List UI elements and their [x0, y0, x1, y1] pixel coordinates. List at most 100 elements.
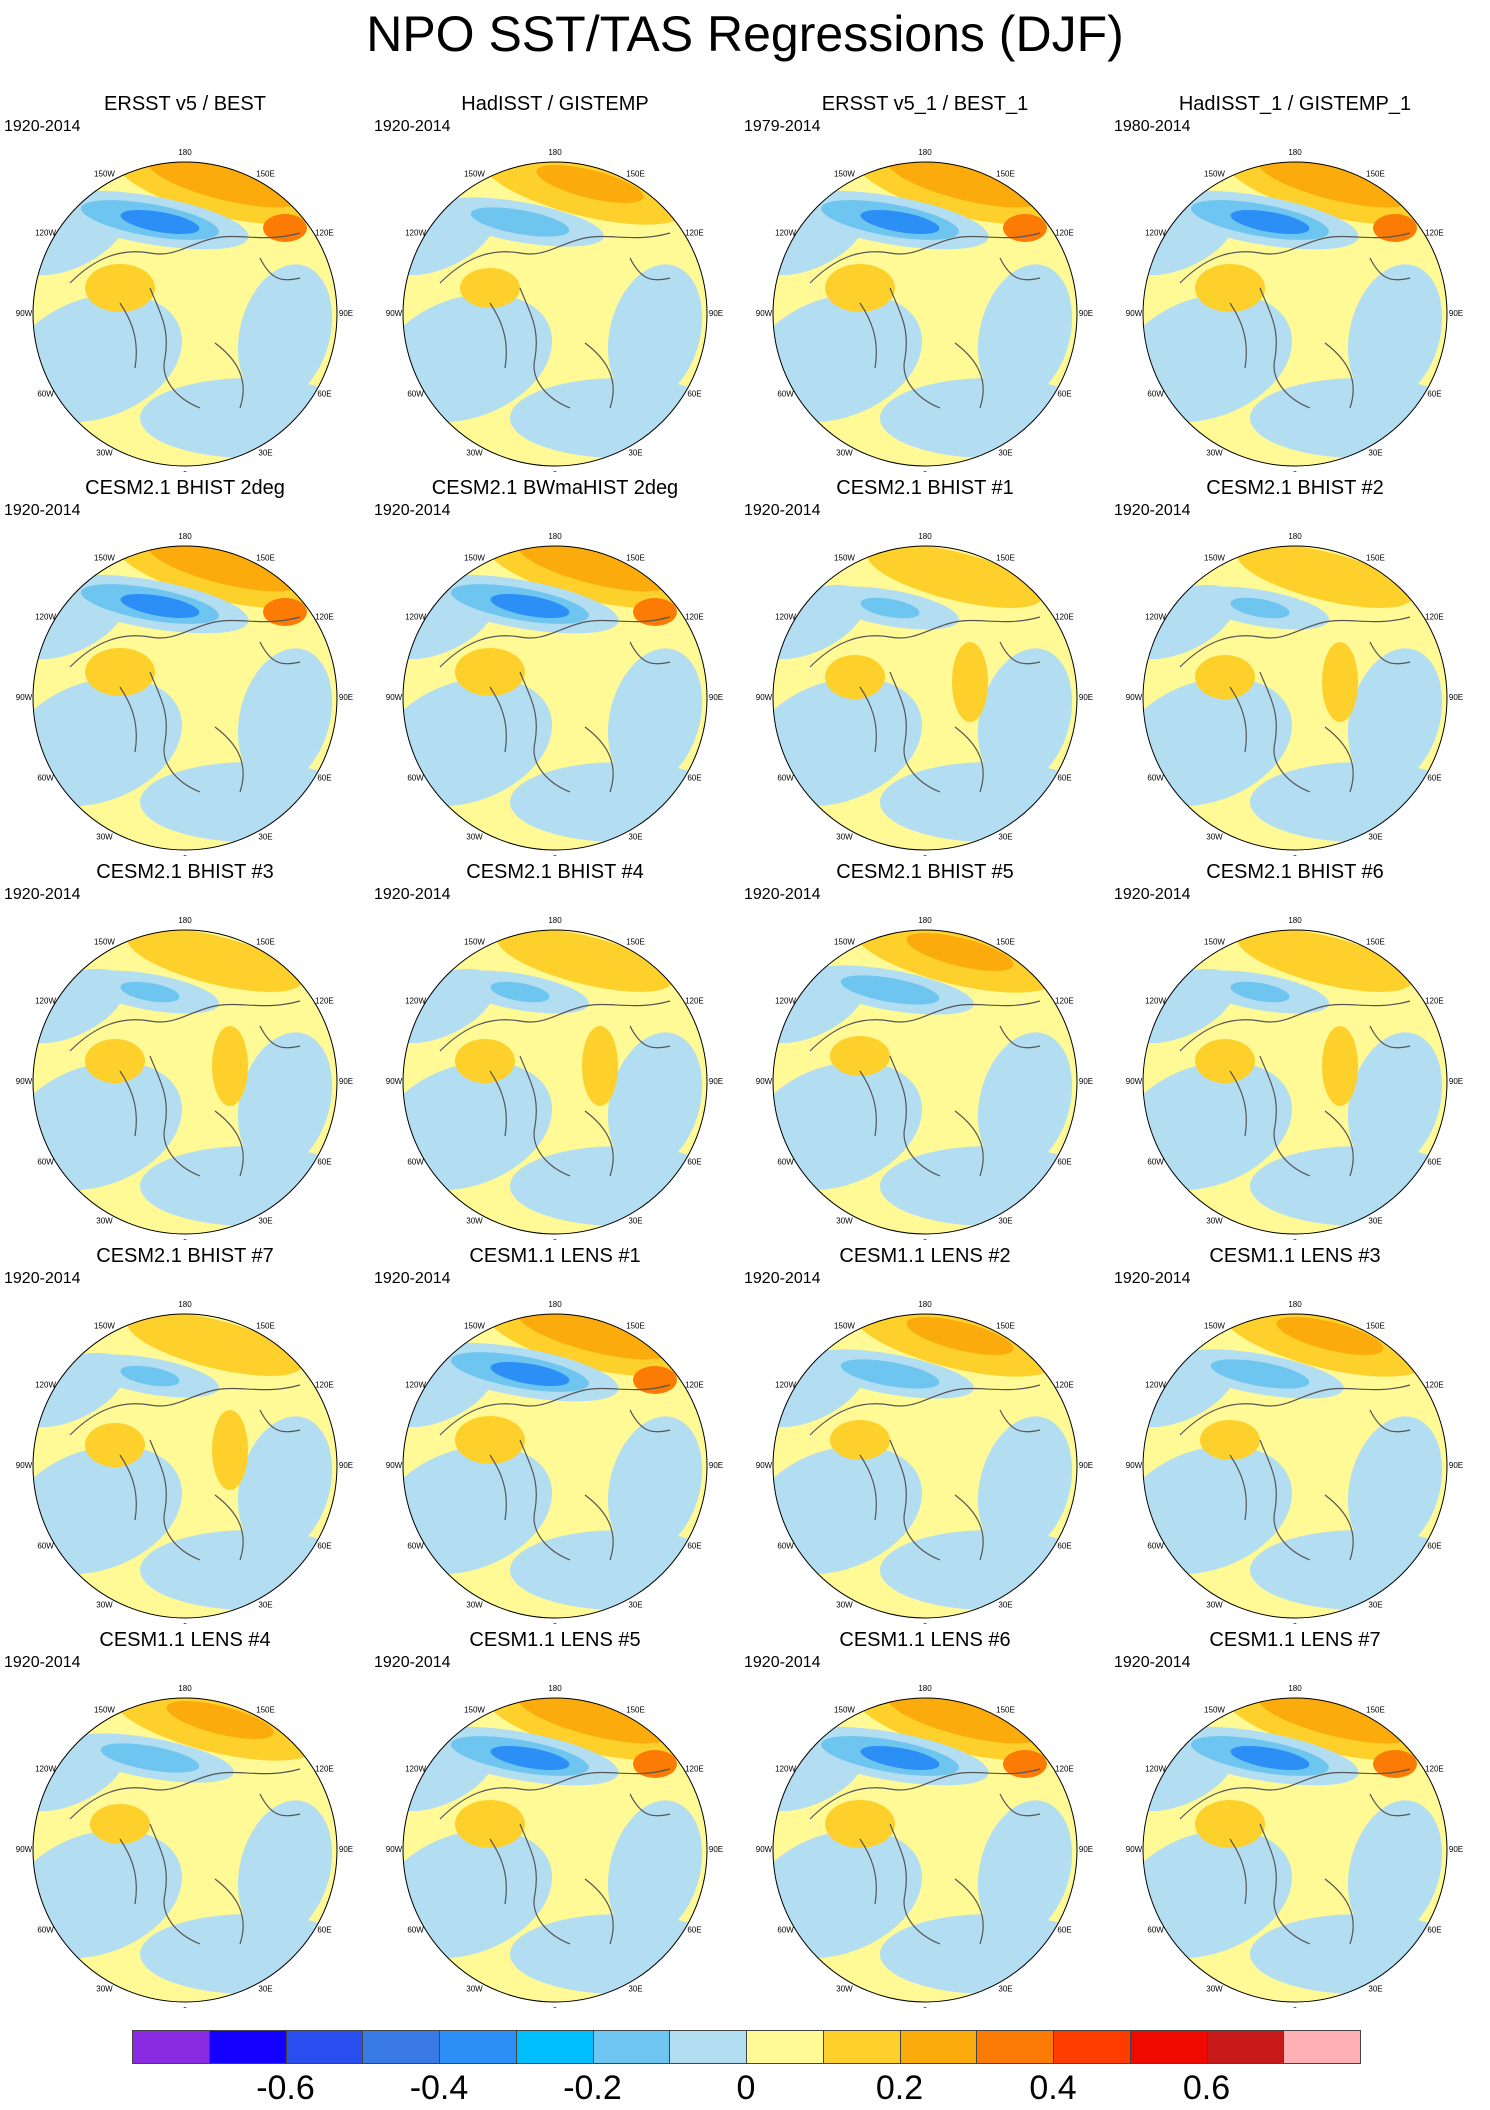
longitude-label: 30W — [836, 1217, 853, 1226]
map-boundary — [32, 929, 338, 1235]
map-field — [773, 930, 1077, 1234]
longitude-label: 30E — [998, 1217, 1012, 1226]
longitude-label: 30E — [628, 1985, 642, 1994]
longitude-label: 120W — [1145, 229, 1166, 238]
polar-map: 180 150E 120E 90E 60E 30E 0 30W 60W 90W 120W 150W — [16, 1684, 353, 2008]
map-panel: CESM1.1 LENS #2 180 150E 120E 90E 60E 30E 0 30W 6… — [740, 1244, 1110, 1624]
longitude-label: 30E — [1368, 1985, 1382, 1994]
map-boundary — [32, 545, 338, 851]
longitude-label: 120E — [1425, 613, 1444, 622]
coastline — [69, 1000, 301, 1177]
map-field — [1143, 1314, 1447, 1618]
map-boundary — [402, 1313, 708, 1619]
warm-anomaly — [517, 1698, 673, 1744]
longitude-label: 150E — [996, 1322, 1015, 1331]
longitude-label: 90W — [16, 1845, 33, 1854]
longitude-label: 30E — [1368, 1217, 1382, 1226]
longitude-label: 90E — [709, 693, 723, 702]
map-panel: CESM1.1 LENS #6 180 150E 120E 90E 60E 30E 0 30W 6… — [740, 1628, 1110, 2008]
longitude-label: 120W — [405, 229, 426, 238]
longitude-label: 30W — [96, 1217, 113, 1226]
longitude-label: 60W — [37, 1926, 54, 1935]
coastline — [809, 1768, 1041, 1945]
warm-anomaly — [825, 655, 885, 699]
panel-title: CESM2.1 BHIST #6 — [1206, 861, 1384, 883]
warm-anomaly — [212, 1026, 248, 1106]
longitude-label: 90E — [709, 1461, 723, 1470]
cool-region — [1347, 1416, 1443, 1554]
polar-map: 180 150E 120E 90E 60E 30E 0 30W 60W 90W 120W 150W — [16, 148, 353, 472]
warm-anomaly — [147, 546, 303, 592]
longitude-label: 30W — [96, 833, 113, 842]
longitude-label: 180 — [548, 148, 562, 157]
warm-anomaly — [1237, 930, 1413, 992]
warm-anomaly — [517, 546, 673, 592]
polar-map: 180 150E 120E 90E 60E 30E 0 30W 60W 90W 120W 150W — [16, 532, 353, 856]
map-boundary — [1142, 1313, 1448, 1619]
coastline — [439, 616, 671, 793]
longitude-label: 60W — [777, 390, 794, 399]
colorbar: -0.6 -0.4 -0.2 0 0.2 0.4 0.6 — [132, 2030, 1361, 2110]
polar-map: 180 150E 120E 90E 60E 30E 0 30W 60W 90W 120W 150W — [756, 532, 1093, 856]
colorbar-swatch — [1206, 2030, 1285, 2064]
map-field — [1143, 162, 1447, 466]
panel-period: 1920-2014 — [4, 502, 81, 519]
polar-map: 180 150E 120E 90E 60E 30E 0 30W 60W 90W 120W 150W — [16, 1300, 353, 1624]
longitude-label: 60W — [1147, 774, 1164, 783]
longitude-label: 30W — [1206, 1985, 1223, 1994]
panel-title: HadISST_1 / GISTEMP_1 — [1178, 93, 1412, 115]
longitude-label: 0 — [553, 2006, 558, 2008]
warm-anomaly — [633, 1750, 677, 1778]
longitude-label: 60E — [1427, 390, 1441, 399]
warm-anomaly — [147, 162, 303, 208]
polar-map: 180 150E 120E 90E 60E 30E 0 30W 60W 90W 120W 150W — [1126, 148, 1463, 472]
warm-anomaly — [127, 1314, 303, 1376]
cool-region — [1347, 1800, 1443, 1938]
panel-period: 1920-2014 — [1114, 1270, 1191, 1287]
longitude-label: 30W — [466, 1985, 483, 1994]
longitude-label: 60E — [317, 390, 331, 399]
longitude-label: 60W — [777, 1158, 794, 1167]
coastline — [69, 616, 301, 793]
warm-anomaly — [952, 642, 988, 722]
warm-anomaly — [633, 1366, 677, 1394]
longitude-label: 60W — [777, 774, 794, 783]
longitude-label: 90W — [1126, 1077, 1143, 1086]
longitude-label: 30W — [466, 449, 483, 458]
map-boundary — [402, 1697, 708, 2003]
colorbar-swatch — [1283, 2030, 1361, 2064]
longitude-label: 120E — [315, 229, 334, 238]
cool-anomaly — [860, 1745, 940, 1771]
map-field — [773, 162, 1077, 466]
longitude-label: 90W — [1126, 1845, 1143, 1854]
longitude-label: 0 — [183, 2006, 188, 2008]
longitude-label: 90W — [16, 693, 33, 702]
longitude-label: 90E — [339, 693, 353, 702]
coastline — [809, 1000, 1041, 1177]
longitude-label: 150E — [996, 938, 1015, 947]
panel-period: 1920-2014 — [374, 118, 451, 135]
longitude-label: 150E — [1366, 1706, 1385, 1715]
longitude-label: 90W — [386, 309, 403, 318]
polar-map: 180 150E 120E 90E 60E 30E 0 30W 60W 90W 120W 150W — [16, 916, 353, 1240]
map-panel: CESM1.1 LENS #3 180 150E 120E 90E 60E 30E 0 30W 6… — [1110, 1244, 1480, 1624]
longitude-label: 120W — [775, 997, 796, 1006]
cool-anomaly — [490, 1361, 570, 1387]
longitude-label: 30E — [258, 833, 272, 842]
longitude-label: 60W — [407, 1926, 424, 1935]
longitude-label: 0 — [923, 1238, 928, 1240]
map-panel: ERSST v5_1 / BEST_1 180 150E 120E 90E 60E 30E 0… — [740, 92, 1110, 472]
panel-title: HadISST / GISTEMP — [461, 93, 649, 115]
longitude-label: 0 — [553, 854, 558, 856]
longitude-label: 150W — [834, 938, 855, 947]
cool-region — [1347, 648, 1443, 786]
longitude-label: 90E — [1449, 1077, 1463, 1086]
cool-anomaly — [860, 209, 940, 235]
longitude-label: 0 — [1293, 1622, 1298, 1624]
longitude-label: 30W — [466, 833, 483, 842]
longitude-label: 120W — [35, 1765, 56, 1774]
warm-anomaly — [1373, 214, 1417, 242]
longitude-label: 60E — [687, 390, 701, 399]
panel-title: CESM1.1 LENS #2 — [839, 1245, 1011, 1267]
